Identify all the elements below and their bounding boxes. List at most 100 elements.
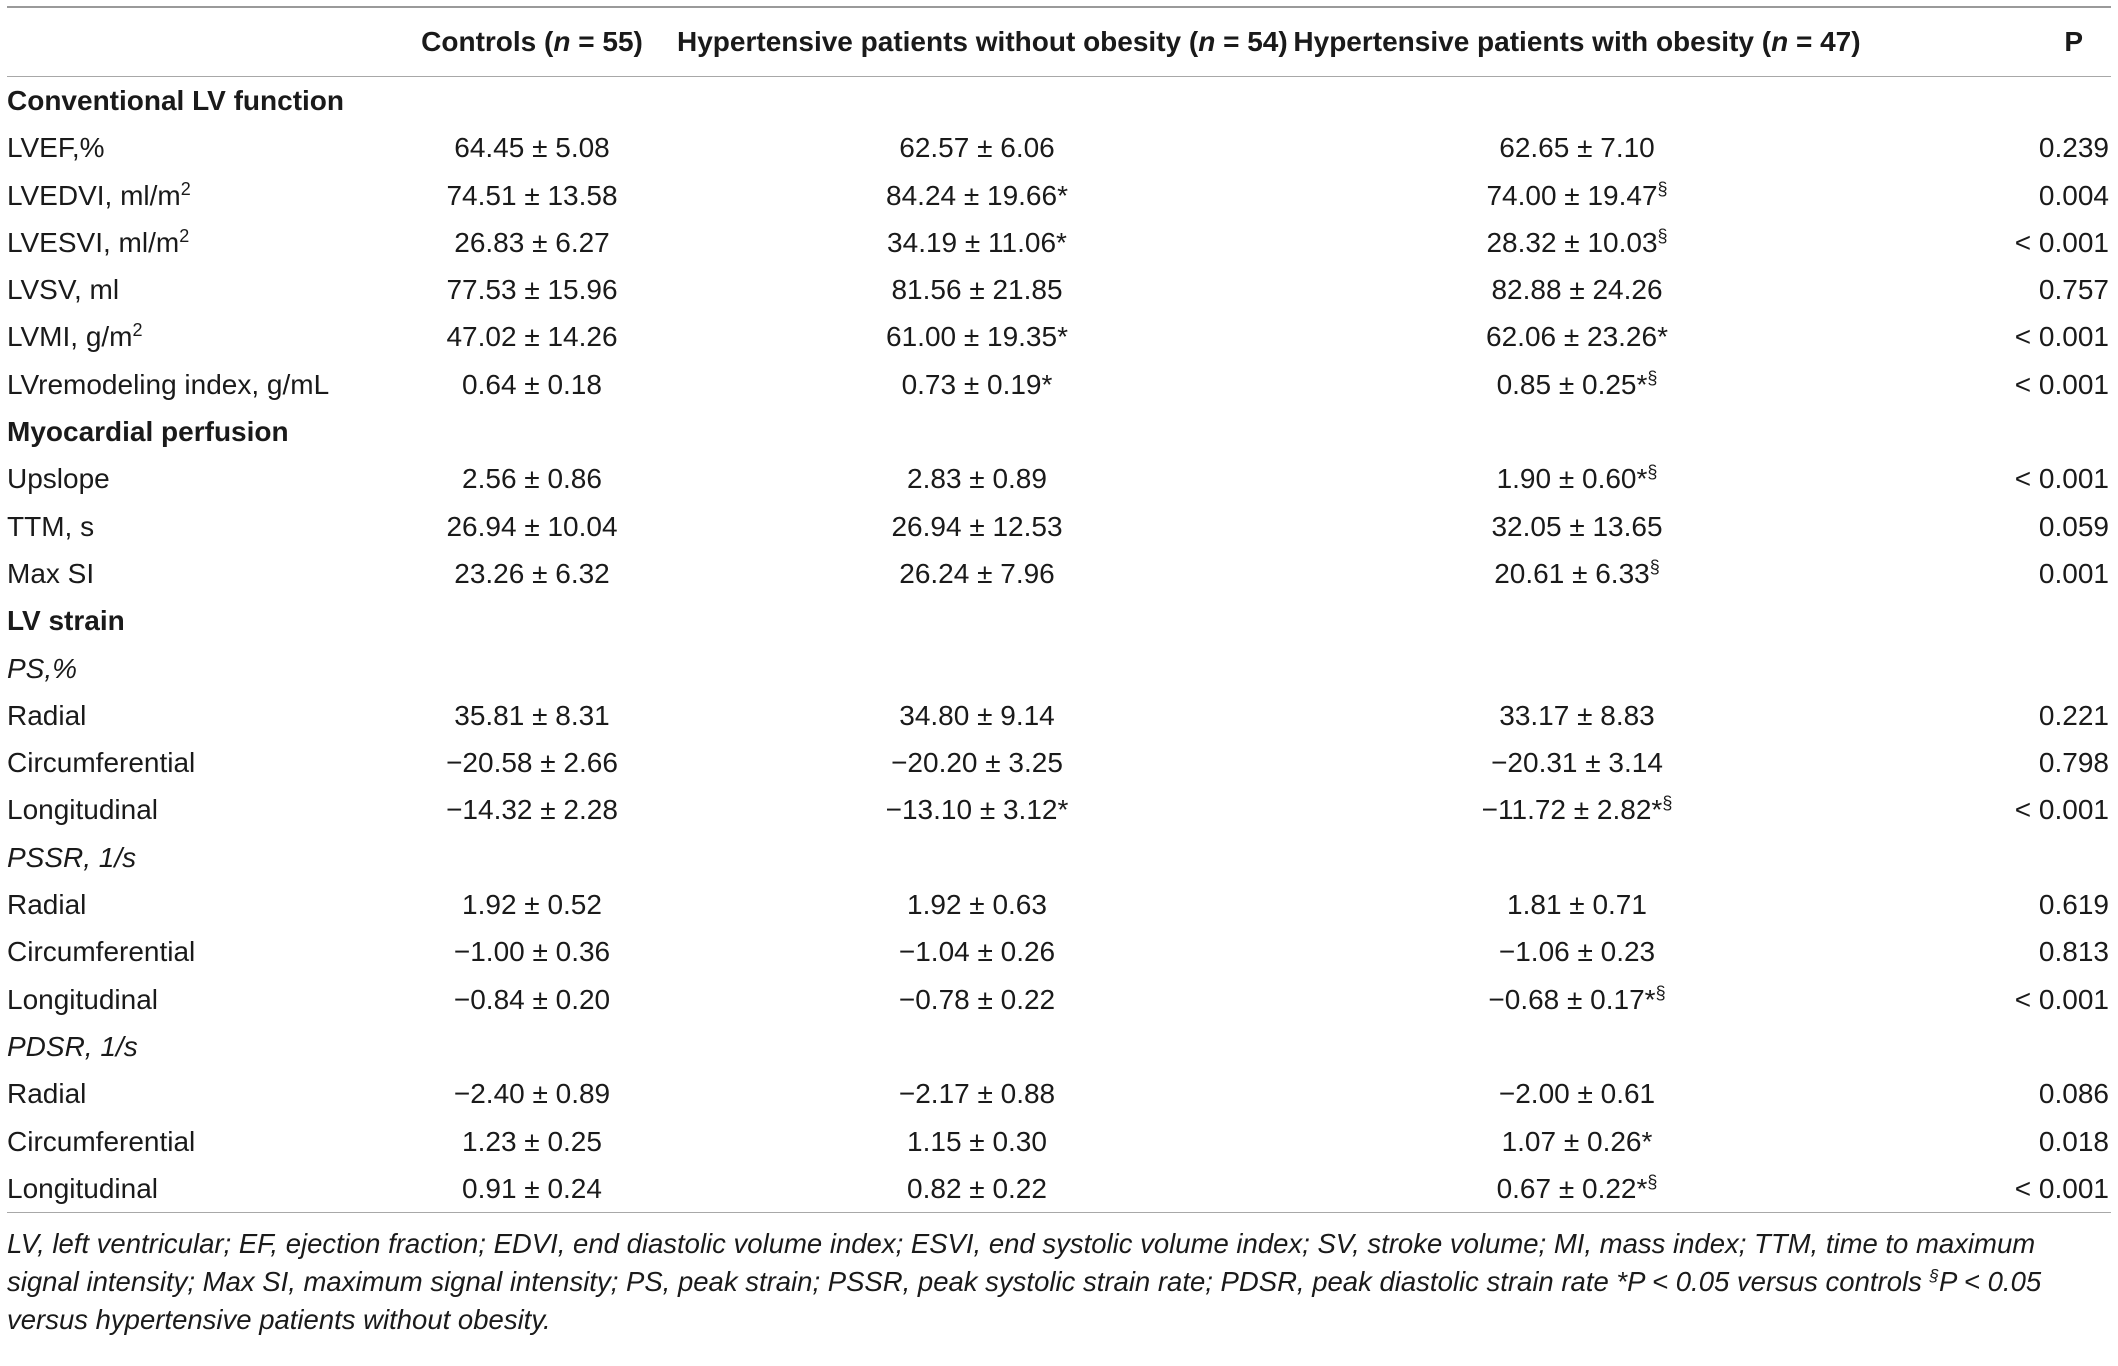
- p-value: < 0.001: [1877, 313, 2111, 360]
- with-obesity-value: −1.06 ± 0.23: [1277, 928, 1877, 975]
- with-obesity-value-text: 1.81 ± 0.71: [1507, 889, 1647, 921]
- row-label: Circumferential: [7, 928, 387, 975]
- without-obesity-value: 0.73 ± 0.19*: [677, 361, 1277, 408]
- row-label: Conventional LV function: [7, 77, 387, 124]
- with-obesity-value: −2.00 ± 0.61: [1277, 1070, 1877, 1117]
- controls-value: [387, 834, 677, 881]
- without-obesity-value-text: −2.17 ± 0.88: [898, 1078, 1056, 1110]
- without-obesity-value: 26.24 ± 7.96: [677, 550, 1277, 597]
- without-obesity-value: [677, 645, 1277, 692]
- with-obesity-value-text: −0.68 ± 0.17*: [1488, 983, 1656, 1015]
- controls-value-text: 74.51 ± 13.58: [446, 179, 618, 211]
- table-row: Radial −2.40 ± 0.89 −2.17 ± 0.88 −2.00 ± 0.…: [7, 1070, 2111, 1117]
- controls-value-text: −20.58 ± 2.66: [446, 747, 618, 779]
- with-obesity-value-text: 1.07 ± 0.26*: [1501, 1125, 1653, 1157]
- p-value-text: 0.757: [2038, 274, 2109, 306]
- controls-value: 2.56 ± 0.86: [387, 455, 677, 502]
- p-value: [1877, 77, 2111, 124]
- row-label: LVESVI, ml/m2: [7, 219, 387, 266]
- p-value-text: 0.059: [2038, 510, 2109, 542]
- controls-value: 23.26 ± 6.32: [387, 550, 677, 597]
- without-obesity-value-text: 84.24 ± 19.66*: [886, 179, 1068, 211]
- p-value-text: < 0.001: [2014, 1172, 2109, 1204]
- p-value-text: 0.004: [2038, 179, 2109, 211]
- p-value: 0.001: [1877, 550, 2111, 597]
- controls-value-text: −14.32 ± 2.28: [446, 794, 618, 826]
- header-without-obesity-text: Hypertensive patients without obesity (: [677, 26, 1199, 57]
- with-obesity-value-superscript: §: [1649, 556, 1660, 577]
- row-label: Myocardial perfusion: [7, 408, 387, 455]
- controls-value-text: 35.81 ± 8.31: [454, 699, 610, 731]
- with-obesity-value-superscript: §: [1657, 225, 1668, 246]
- row-label-text: Longitudinal: [7, 794, 159, 826]
- controls-value: −2.40 ± 0.89: [387, 1070, 677, 1117]
- controls-value: [387, 645, 677, 692]
- row-label: PS,%: [7, 645, 387, 692]
- with-obesity-value: 74.00 ± 19.47§: [1277, 172, 1877, 219]
- row-label-text: PDSR, 1/s: [7, 1030, 138, 1062]
- row-label-text: PSSR, 1/s: [7, 841, 137, 873]
- header-with-obesity-count: = 47): [1788, 26, 1861, 57]
- with-obesity-value-text: 62.06 ± 23.26*: [1486, 321, 1668, 353]
- with-obesity-value: 33.17 ± 8.83: [1277, 692, 1877, 739]
- p-value-text: 0.001: [2038, 557, 2109, 589]
- controls-value-text: 0.64 ± 0.18: [462, 368, 602, 400]
- p-value: < 0.001: [1877, 976, 2111, 1023]
- with-obesity-value-text: 32.05 ± 13.65: [1491, 510, 1663, 542]
- with-obesity-value-superscript: §: [1655, 982, 1666, 1003]
- p-value: 0.239: [1877, 124, 2111, 171]
- without-obesity-value: [677, 597, 1277, 644]
- without-obesity-value: 81.56 ± 21.85: [677, 266, 1277, 313]
- table-row: LVEF,% 64.45 ± 5.08 62.57 ± 6.06 62.65 ± 7.…: [7, 124, 2111, 171]
- with-obesity-value-superscript: §: [1662, 793, 1673, 814]
- p-value-text: 0.798: [2038, 747, 2109, 779]
- controls-value: −1.00 ± 0.36: [387, 928, 677, 975]
- p-value: [1877, 1023, 2111, 1070]
- with-obesity-value: 62.65 ± 7.10: [1277, 124, 1877, 171]
- with-obesity-value-text: −11.72 ± 2.82*: [1481, 794, 1663, 826]
- without-obesity-value-text: −0.78 ± 0.22: [898, 983, 1056, 1015]
- row-label-superscript: 2: [180, 178, 191, 199]
- row-label-text: Myocardial perfusion: [7, 416, 289, 448]
- p-value: 0.018: [1877, 1118, 2111, 1165]
- row-label: PDSR, 1/s: [7, 1023, 387, 1070]
- row-label: PSSR, 1/s: [7, 834, 387, 881]
- p-value: < 0.001: [1877, 786, 2111, 833]
- footnote-text-2: P < 0.05 versus hypertensive patients wi…: [7, 1266, 2042, 1336]
- controls-value: 35.81 ± 8.31: [387, 692, 677, 739]
- without-obesity-value: [677, 1023, 1277, 1070]
- row-label-text: Radial: [7, 889, 87, 921]
- table-row: Circumferential −1.00 ± 0.36 −1.04 ± 0.26 −…: [7, 928, 2111, 975]
- without-obesity-value: 84.24 ± 19.66*: [677, 172, 1277, 219]
- header-without-obesity-n: n: [1198, 26, 1216, 57]
- subsection-row: PSSR, 1/s: [7, 834, 2111, 881]
- controls-value: 26.94 ± 10.04: [387, 503, 677, 550]
- row-label: Circumferential: [7, 739, 387, 786]
- p-value-text: < 0.001: [2014, 226, 2109, 258]
- table-footnote: LV, left ventricular; EF, ejection fract…: [7, 1213, 2111, 1339]
- row-label-text: LVremodeling index, g/mL: [7, 368, 330, 400]
- row-label-text: LVMI, g/m: [7, 321, 133, 353]
- without-obesity-value-text: 34.80 ± 9.14: [899, 699, 1055, 731]
- controls-value: [387, 1023, 677, 1070]
- table-body: Conventional LV function LVEF,% 64.45 ± 5.…: [7, 77, 2111, 1212]
- without-obesity-value: 34.19 ± 11.06*: [677, 219, 1277, 266]
- table-row: Circumferential 1.23 ± 0.25 1.15 ± 0.30 1.0…: [7, 1118, 2111, 1165]
- without-obesity-value: −13.10 ± 3.12*: [677, 786, 1277, 833]
- table-row: Max SI 23.26 ± 6.32 26.24 ± 7.96 20.61 ± 6.…: [7, 550, 2111, 597]
- with-obesity-value-text: 28.32 ± 10.03: [1486, 226, 1658, 258]
- row-label-text: LVESVI, ml/m: [7, 226, 180, 258]
- with-obesity-value: 1.07 ± 0.26*: [1277, 1118, 1877, 1165]
- table-row: LVESVI, ml/m2 26.83 ± 6.27 34.19 ± 11.06* 2…: [7, 219, 2111, 266]
- with-obesity-value: 28.32 ± 10.03§: [1277, 219, 1877, 266]
- header-without-obesity: Hypertensive patients without obesity (n…: [677, 8, 1288, 76]
- p-value: < 0.001: [1877, 1165, 2111, 1212]
- without-obesity-value: 61.00 ± 19.35*: [677, 313, 1277, 360]
- with-obesity-value: 20.61 ± 6.33§: [1277, 550, 1877, 597]
- controls-value-text: 64.45 ± 5.08: [454, 132, 610, 164]
- with-obesity-value-text: 0.67 ± 0.22*: [1496, 1172, 1648, 1204]
- with-obesity-value: [1277, 408, 1877, 455]
- p-value: 0.619: [1877, 881, 2111, 928]
- with-obesity-value: 32.05 ± 13.65: [1277, 503, 1877, 550]
- with-obesity-value-superscript: §: [1647, 462, 1658, 483]
